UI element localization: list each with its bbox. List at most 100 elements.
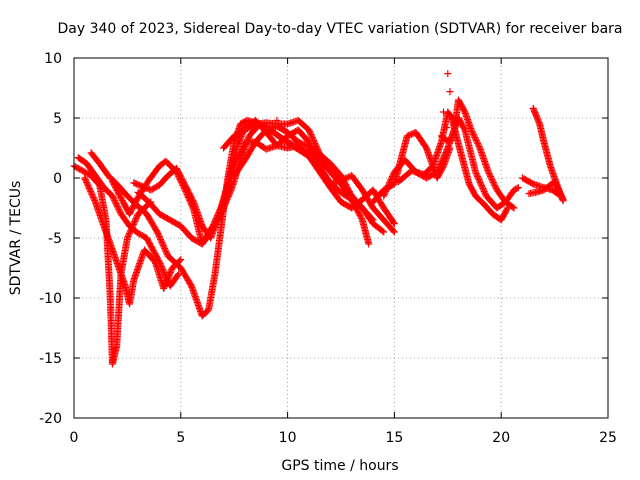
data-point xyxy=(158,239,166,246)
series-arc-2 xyxy=(74,154,183,290)
data-point xyxy=(443,146,451,153)
data-point xyxy=(85,183,93,191)
data-point xyxy=(91,197,99,204)
data-point xyxy=(440,153,448,161)
data-point xyxy=(82,177,90,185)
data-point xyxy=(237,147,245,155)
data-point xyxy=(441,150,449,158)
data-point xyxy=(480,188,488,195)
data-point xyxy=(312,141,320,149)
data-point xyxy=(294,138,302,146)
data-point xyxy=(440,108,448,116)
series-arc-12 xyxy=(395,108,512,224)
data-point xyxy=(154,230,162,237)
data-point xyxy=(211,218,219,225)
x-tick-label: 20 xyxy=(492,430,510,446)
data-point xyxy=(389,227,397,235)
data-point xyxy=(108,192,116,200)
data-point xyxy=(470,132,478,140)
data-point xyxy=(475,176,483,183)
data-point xyxy=(314,158,322,165)
data-point xyxy=(446,88,454,96)
data-point xyxy=(218,203,226,210)
data-point xyxy=(434,167,442,174)
series-isolated xyxy=(273,70,454,132)
data-point xyxy=(214,212,222,219)
y-tick-label: 10 xyxy=(44,51,62,67)
data-point xyxy=(490,180,498,188)
data-point xyxy=(123,234,131,242)
data-point xyxy=(235,152,243,159)
data-point xyxy=(157,236,165,243)
data-point xyxy=(113,201,121,209)
data-point xyxy=(109,194,117,201)
data-point xyxy=(389,171,397,179)
x-tick-label: 0 xyxy=(70,430,79,446)
data-point xyxy=(381,189,389,197)
data-point xyxy=(306,129,314,137)
y-tick-label: 5 xyxy=(53,111,62,127)
data-point xyxy=(174,271,182,279)
data-point xyxy=(388,174,396,182)
data-point xyxy=(436,161,444,168)
data-point xyxy=(386,179,394,186)
data-point xyxy=(307,131,315,138)
data-point xyxy=(311,140,319,147)
series-arc-16 xyxy=(529,104,567,205)
data-point xyxy=(384,183,392,191)
data-point xyxy=(309,135,317,143)
data-point xyxy=(559,197,567,205)
data-point xyxy=(382,188,390,195)
data-point xyxy=(467,126,475,134)
data-point xyxy=(87,188,95,195)
data-point xyxy=(433,168,441,176)
data-point xyxy=(159,240,167,248)
data-point xyxy=(114,204,122,212)
data-point xyxy=(133,213,141,221)
data-point xyxy=(131,216,139,224)
data-point xyxy=(232,159,240,167)
x-tick-label: 25 xyxy=(599,430,617,446)
data-point xyxy=(434,165,442,173)
data-point xyxy=(365,240,373,248)
data-point xyxy=(236,150,244,158)
data-point xyxy=(155,231,163,239)
data-point xyxy=(111,198,119,206)
y-tick-label: -10 xyxy=(39,291,62,307)
data-point xyxy=(484,168,492,176)
data-point xyxy=(296,139,304,147)
data-point xyxy=(472,170,480,177)
data-point xyxy=(474,173,482,180)
data-point xyxy=(308,134,316,141)
data-point xyxy=(475,143,483,150)
data-point xyxy=(110,195,118,203)
data-point xyxy=(509,203,517,211)
data-point xyxy=(215,209,223,216)
y-tick-label: -5 xyxy=(48,231,62,247)
x-tick-label: 10 xyxy=(279,430,297,446)
data-point xyxy=(436,162,444,170)
data-point xyxy=(489,179,497,186)
x-tick-label: 5 xyxy=(176,430,185,446)
y-tick-label: -20 xyxy=(39,411,62,427)
data-point xyxy=(438,156,446,164)
series-arc-13 xyxy=(437,114,522,212)
data-point xyxy=(132,215,140,222)
data-point xyxy=(111,197,119,204)
data-point xyxy=(231,161,239,168)
data-point xyxy=(444,70,452,78)
data-point xyxy=(488,176,496,183)
data-point xyxy=(130,219,138,227)
data-point xyxy=(383,185,391,192)
data-point xyxy=(390,218,398,226)
data-point xyxy=(85,185,93,192)
axis-ticks: 0 5 10 15 20 25 -20 -15 -10 -5 0 5 10 xyxy=(39,51,617,446)
data-point xyxy=(209,222,217,230)
x-axis-label: GPS time / hours xyxy=(281,458,398,474)
data-point xyxy=(473,171,481,179)
data-point xyxy=(469,129,477,137)
data-point xyxy=(124,233,132,240)
data-point xyxy=(212,216,220,224)
data-point xyxy=(297,139,305,147)
